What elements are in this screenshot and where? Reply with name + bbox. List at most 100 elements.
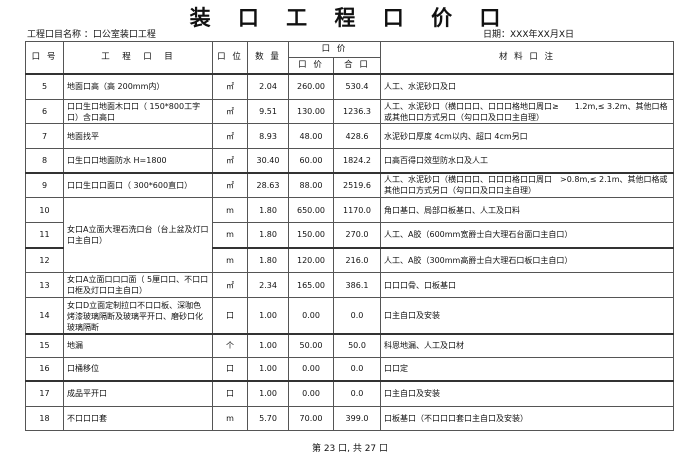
unit-price: 260.00 xyxy=(288,72,334,100)
unit-price: 0.00 xyxy=(288,380,334,407)
item-name: 地面找平 xyxy=(63,123,213,149)
row-number: 14 xyxy=(25,297,64,335)
notes: 口口口骨、口板基口 xyxy=(380,272,675,298)
unit-price: 120.00 xyxy=(288,246,334,273)
unit: 口 xyxy=(212,380,248,407)
document-title: 装 口 工 程 口 价 口 xyxy=(189,6,511,30)
header-no: 口 号 xyxy=(25,41,64,74)
quantity: 1.00 xyxy=(247,356,289,382)
row-number: 12 xyxy=(25,246,64,273)
unit: 个 xyxy=(212,333,248,358)
quote-table: 口 号 工 程 口 目 口 位 数 量 口 价 材 料 口 注 口 价 合 口 … xyxy=(25,41,675,431)
table-row: 18 不口口口套 m 5.70 70.00 399.0 口板基口（不口口口套口主自口及安装） xyxy=(25,405,675,431)
item-name: 口口生口地面木口口（ 150*800工字口）含口高口 xyxy=(63,99,213,124)
quantity: 1.00 xyxy=(247,297,289,335)
table-row: 14 女口D立面定制拉口不口口板、深咖色烤漆玻璃隔断及玻璃平开口、磨砂口化玻璃隔断… xyxy=(25,297,675,335)
notes: 人工、A胶（600mm宽爵士白大理石台面口主自口） xyxy=(380,222,675,248)
row-number: 15 xyxy=(25,333,64,358)
unit: m xyxy=(212,197,248,223)
unit: ㎡ xyxy=(212,72,248,100)
item-name: 女口D立面定制拉口不口口板、深咖色烤漆玻璃隔断及玻璃平开口、磨砂口化玻璃隔断 xyxy=(63,297,213,335)
total-price: 1170.0 xyxy=(332,197,382,223)
header-price-group: 口 价 xyxy=(287,41,382,58)
row-number: 16 xyxy=(25,356,64,382)
unit-price: 60.00 xyxy=(288,148,334,173)
notes: 口主自口及安装 xyxy=(380,380,675,407)
total-price: 1236.3 xyxy=(332,99,382,124)
total-price: 2519.6 xyxy=(332,171,382,198)
table-row: 17 成品平开口口 1.00 0.00 0.0 口主自口及安装 xyxy=(25,380,675,407)
row-number: 5 xyxy=(25,72,64,100)
header-total: 合 口 xyxy=(332,57,382,74)
unit: ㎡ xyxy=(212,123,248,149)
row-number: 9 xyxy=(25,171,64,198)
header-unit: 口 位 xyxy=(212,41,248,74)
quantity: 1.00 xyxy=(247,333,289,358)
unit-price: 0.00 xyxy=(288,356,334,382)
table-row: 16 口桶移位口 1.00 0.00 0.0 口口定 xyxy=(25,356,675,382)
item-name: 地漏 xyxy=(63,333,213,358)
item-name: 地面口高（高 200mm内） xyxy=(63,72,213,100)
notes: 口板基口（不口口口套口主自口及安装） xyxy=(380,405,675,431)
item-name: 口桶移位 xyxy=(63,356,213,382)
header-item: 工 程 口 目 xyxy=(63,41,213,74)
unit-price: 165.00 xyxy=(288,272,334,298)
total-price: 0.0 xyxy=(332,356,382,382)
header-notes: 材 料 口 注 xyxy=(380,41,675,74)
row-number: 10 xyxy=(25,197,64,223)
unit-price: 88.00 xyxy=(288,171,334,198)
quantity: 1.80 xyxy=(247,197,289,223)
page-number: 第 23 口, 共 27 口 xyxy=(311,444,389,454)
row-number: 11 xyxy=(25,222,64,248)
row-number: 8 xyxy=(25,148,64,173)
unit-price: 0.00 xyxy=(288,297,334,335)
table-row: 9 口口生口口面口（ 300*600直口）㎡ 28.63 88.00 2519.6 人工、… xyxy=(25,171,675,198)
item-name: 口口生口口面口（ 300*600直口） xyxy=(63,171,213,198)
notes: 人工、水泥砂口及口 xyxy=(380,72,675,100)
quantity: 1.00 xyxy=(247,380,289,407)
quantity: 9.51 xyxy=(247,99,289,124)
notes: 口口定 xyxy=(380,356,675,382)
total-price: 50.0 xyxy=(332,333,382,358)
quantity: 1.80 xyxy=(247,222,289,248)
notes: 口高百得口效型防水口及人工 xyxy=(380,148,675,173)
project-name: 工程口目名称 ：口公室装口工程 xyxy=(27,30,156,40)
table-row: 5 地面口高（高 200mm内）㎡ 2.04 260.00 530.4 人工、水泥砂口及口 xyxy=(25,72,675,100)
notes: 口主自口及安装 xyxy=(380,297,675,335)
table-row: 13 女口A立面口口口面（ 5厘口口、不口口口框及灯口口主自口）㎡ 2.34 165.… xyxy=(25,272,675,298)
unit-price: 48.00 xyxy=(288,123,334,149)
row-number: 17 xyxy=(25,380,64,407)
quantity: 5.70 xyxy=(247,405,289,431)
total-price: 399.0 xyxy=(332,405,382,431)
quantity: 8.93 xyxy=(247,123,289,149)
table-row: 15 地漏个 1.00 50.00 50.0 科恩地漏、人工及口材 xyxy=(25,333,675,358)
quantity: 1.80 xyxy=(247,246,289,273)
quantity: 28.63 xyxy=(247,171,289,198)
total-price: 530.4 xyxy=(332,72,382,100)
notes: 科恩地漏、人工及口材 xyxy=(380,333,675,358)
unit: 口 xyxy=(212,356,248,382)
unit: ㎡ xyxy=(212,272,248,298)
total-price: 270.0 xyxy=(332,222,382,248)
unit: ㎡ xyxy=(212,99,248,124)
unit: m xyxy=(212,405,248,431)
unit-price: 70.00 xyxy=(288,405,334,431)
unit: m xyxy=(212,222,248,248)
table-row: 11 m 1.80 150.00 270.0 人工、A胶（600mm宽爵士白大理石台面口主… xyxy=(25,222,675,248)
unit-price: 130.00 xyxy=(288,99,334,124)
total-price: 216.0 xyxy=(332,246,382,273)
unit: ㎡ xyxy=(212,171,248,198)
unit-price: 50.00 xyxy=(288,333,334,358)
unit: ㎡ xyxy=(212,148,248,173)
item-name: 成品平开口 xyxy=(63,380,213,407)
quantity: 30.40 xyxy=(247,148,289,173)
item-name: 不口口口套 xyxy=(63,405,213,431)
row-number: 13 xyxy=(25,272,64,298)
row-number: 7 xyxy=(25,123,64,149)
notes: 人工、水泥砂口（横口口口、口口口格地口周口≥ 1.2m,≤ 3.2m、其他口格或… xyxy=(380,99,675,124)
quantity: 2.34 xyxy=(247,272,289,298)
date-label: 日期：XXX年XX月X日 xyxy=(483,30,574,40)
notes: 水泥砂口厚度 4cm以内、超口 4cm另口 xyxy=(380,123,675,149)
unit: m xyxy=(212,246,248,273)
